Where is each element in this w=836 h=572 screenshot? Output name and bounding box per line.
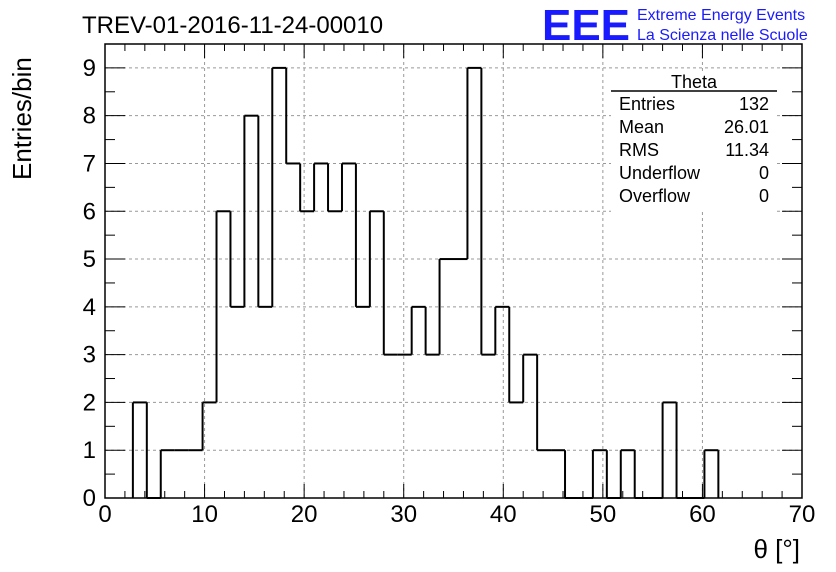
stats-row-label: Underflow bbox=[619, 163, 701, 183]
y-tick-label: 9 bbox=[83, 55, 96, 82]
stats-row-label: Mean bbox=[619, 117, 664, 137]
stats-row-value: 132 bbox=[739, 94, 769, 114]
stats-row-label: Overflow bbox=[619, 186, 691, 206]
chart-title: TREV-01-2016-11-24-00010 bbox=[82, 12, 383, 39]
stats-row-value: 11.34 bbox=[725, 140, 769, 160]
stats-row-value: 0 bbox=[759, 186, 769, 206]
logo-line-1: Extreme Energy Events bbox=[637, 7, 805, 24]
y-tick-label: 8 bbox=[83, 103, 96, 130]
y-tick-label: 5 bbox=[83, 246, 96, 273]
y-tick-label: 1 bbox=[83, 437, 96, 464]
stats-row-value: 26.01 bbox=[724, 117, 769, 137]
y-tick-label: 7 bbox=[83, 150, 96, 177]
y-tick-labels: 0 1 2 3 4 5 6 7 8 9 bbox=[83, 55, 96, 512]
eee-logo-mark: EEE bbox=[542, 1, 630, 50]
stats-row-label: RMS bbox=[619, 140, 659, 160]
y-tick-label: 0 bbox=[83, 485, 96, 512]
logo-line-2: La Scienza nelle Scuole bbox=[637, 27, 808, 44]
y-tick-label: 6 bbox=[83, 198, 96, 225]
stats-box-background bbox=[611, 72, 777, 212]
x-tick-label: 60 bbox=[689, 501, 716, 528]
plot-frame bbox=[104, 43, 803, 499]
eee-logo: EEE Extreme Energy Events La Scienza nel… bbox=[542, 1, 808, 50]
axis-ticks bbox=[104, 44, 803, 499]
y-axis-label: Entries/bin bbox=[7, 57, 37, 180]
y-tick-label: 4 bbox=[83, 294, 96, 321]
y-tick-label: 2 bbox=[83, 389, 96, 416]
stats-box-title: Theta bbox=[671, 72, 718, 92]
stats-box: Theta Entries 132 Mean 26.01 RMS 11.34 Underfl… bbox=[611, 72, 777, 212]
x-axis-label: θ [°] bbox=[753, 534, 800, 564]
stats-row-value: 0 bbox=[759, 163, 769, 183]
x-tick-label: 20 bbox=[291, 501, 318, 528]
x-tick-label: 10 bbox=[191, 501, 218, 528]
x-tick-label: 0 bbox=[98, 501, 111, 528]
y-tick-label: 3 bbox=[83, 342, 96, 369]
x-tick-labels: 0 10 20 30 40 50 60 70 bbox=[98, 501, 815, 528]
histogram-bars bbox=[131, 66, 720, 499]
x-tick-label: 50 bbox=[590, 501, 617, 528]
x-tick-label: 40 bbox=[490, 501, 517, 528]
stats-row-label: Entries bbox=[619, 94, 675, 114]
x-tick-label: 30 bbox=[390, 501, 417, 528]
x-tick-label: 70 bbox=[789, 501, 816, 528]
stats-box-rows: Entries 132 Mean 26.01 RMS 11.34 Underflow 0 Ove… bbox=[619, 94, 769, 206]
